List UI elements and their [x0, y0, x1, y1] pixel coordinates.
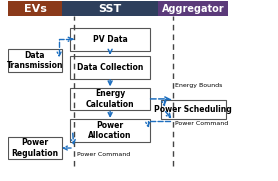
FancyBboxPatch shape [70, 87, 150, 110]
Text: Power Command: Power Command [175, 121, 228, 126]
FancyBboxPatch shape [70, 119, 150, 142]
FancyBboxPatch shape [8, 1, 62, 16]
FancyBboxPatch shape [70, 56, 150, 79]
FancyBboxPatch shape [158, 1, 228, 16]
Text: Power Command: Power Command [77, 152, 130, 157]
Text: Data
Transmission: Data Transmission [7, 51, 63, 70]
Text: Aggregator: Aggregator [162, 4, 225, 14]
FancyBboxPatch shape [8, 49, 62, 72]
Text: Energy
Calculation: Energy Calculation [86, 89, 135, 109]
Text: Power
Allocation: Power Allocation [88, 121, 132, 140]
Text: Energy Bounds: Energy Bounds [175, 83, 222, 88]
Text: PV Data: PV Data [93, 35, 128, 44]
FancyBboxPatch shape [70, 28, 150, 51]
FancyBboxPatch shape [161, 100, 225, 119]
Text: EVs: EVs [24, 4, 46, 14]
FancyBboxPatch shape [62, 1, 158, 16]
Text: Power Scheduling: Power Scheduling [155, 105, 232, 114]
FancyBboxPatch shape [8, 137, 62, 159]
Text: SST: SST [98, 4, 122, 14]
Text: Data Collection: Data Collection [77, 63, 143, 72]
Text: Power
Regulation: Power Regulation [11, 138, 58, 158]
